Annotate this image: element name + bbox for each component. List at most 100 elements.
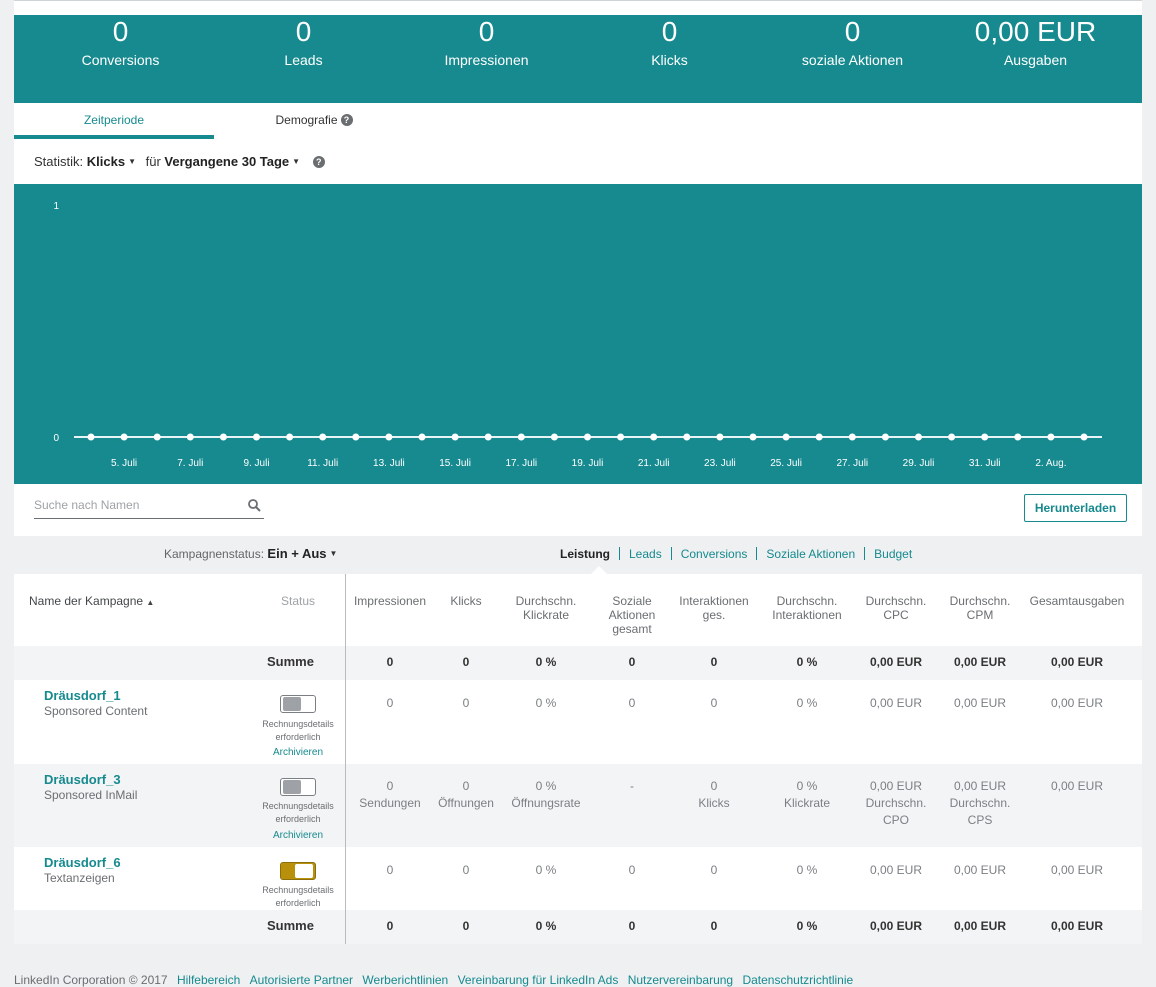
summe-gesamtausgaben: 0,00 EUR: [1050, 655, 1104, 669]
summe-klicks: 0: [462, 655, 470, 669]
cell-interaktionen: 0: [710, 696, 718, 710]
col-header-klicks[interactable]: Klicks: [450, 594, 482, 608]
data-point: [683, 433, 691, 441]
data-point: [1047, 433, 1055, 441]
caret-down-icon: ▼: [128, 157, 136, 166]
col-header-interaktionen[interactable]: Interaktionen ges.: [679, 594, 749, 622]
footer: LinkedIn Corporation © 2017 Hilfebereich…: [14, 973, 853, 987]
cell-impressionen: 0: [386, 696, 394, 710]
col-header-cpm[interactable]: Durchschn. CPM: [949, 594, 1011, 622]
metric-dropdown[interactable]: Klicks: [86, 154, 126, 169]
download-button[interactable]: Herunterladen: [1024, 494, 1127, 522]
cell-soziale-aktionen: -: [630, 779, 634, 793]
divider: [864, 547, 866, 560]
col-header-cpc[interactable]: Durchschn. CPC: [865, 594, 927, 622]
archive-link[interactable]: Archivieren: [272, 830, 324, 841]
footer-link-nutzervereinbarung[interactable]: Nutzervereinbarung: [627, 973, 734, 987]
footer-link-datenschutz[interactable]: Datenschutzrichtlinie: [742, 973, 854, 987]
tab-zeitperiode[interactable]: Zeitperiode: [14, 103, 214, 139]
kpi-value: 0: [295, 16, 312, 47]
search-input[interactable]: [34, 494, 234, 512]
footer-link-werberichtlinien[interactable]: Werberichtlinien: [362, 973, 449, 987]
campaign-toggle[interactable]: [280, 695, 316, 713]
billing-note: Rechnungsdetails erforderlich: [262, 719, 334, 742]
data-point: [120, 433, 128, 441]
footer-link-partner[interactable]: Autorisierte Partner: [249, 973, 354, 987]
campaign-toggle[interactable]: [280, 862, 316, 880]
cell-sublabel: Durchschn. CPO: [865, 796, 927, 827]
campaign-link[interactable]: Dräusdorf_1: [44, 688, 121, 703]
cell-durchschn-interaktionen: 0 %: [796, 863, 818, 877]
y-tick-label: 1: [53, 201, 59, 212]
cell-klickrate: 0 % Öffnungsrate: [506, 778, 586, 812]
view-budget[interactable]: Budget: [874, 547, 913, 561]
view-switcher: Leistung Leads Conversions Soziale Aktionen…: [560, 547, 912, 561]
caret-down-icon: ▼: [292, 157, 301, 166]
data-point: [253, 433, 260, 441]
kpi-label: Ausgaben: [1003, 52, 1068, 68]
kpi-value: 0: [844, 16, 861, 47]
cell-sublabel: Öffnungsrate: [511, 796, 581, 810]
summary-row: [14, 910, 1142, 944]
cell-value: 0: [710, 779, 718, 793]
campaign-toggle[interactable]: [280, 778, 316, 796]
kpi-value: 0,00 EUR: [974, 16, 1097, 47]
data-point: [517, 433, 525, 441]
cell-value: 0: [386, 779, 394, 793]
help-icon[interactable]: ?: [340, 114, 353, 126]
footer-link-hilfebereich[interactable]: Hilfebereich: [176, 973, 241, 987]
col-header-name[interactable]: Name der Kampagne ▲: [29, 594, 154, 610]
period-dropdown[interactable]: Vergangene 30 Tage: [164, 154, 290, 169]
cell-sublabel: Sendungen: [359, 796, 421, 810]
cell-klicks: 0: [462, 696, 470, 710]
kpi-label: Klicks: [651, 52, 688, 68]
archive-link[interactable]: Archivieren: [272, 747, 324, 758]
view-soziale-aktionen[interactable]: Soziale Aktionen: [766, 547, 856, 561]
data-point: [1014, 433, 1022, 441]
cell-soziale-aktionen: 0: [628, 696, 636, 710]
cell-gesamtausgaben: 0,00 EUR: [1050, 863, 1104, 877]
col-header-impressionen[interactable]: Impressionen: [353, 594, 427, 608]
campaign-link[interactable]: Dräusdorf_3: [44, 772, 121, 787]
x-tick-label: 27. Juli: [836, 458, 868, 469]
kampagnenstatus-filter[interactable]: Kampagnenstatus: Ein + Aus ▼: [164, 546, 343, 561]
kampagnenstatus-value: Ein + Aus: [267, 546, 327, 561]
cell-cpc: 0,00 EUR: [869, 696, 923, 710]
campaign-link[interactable]: Dräusdorf_6: [44, 855, 121, 870]
kpi-klicks: 0 Klicks: [578, 15, 761, 69]
col-header-klickrate[interactable]: Durchschn. Klickrate: [515, 594, 577, 622]
cell-sublabel: Klickrate: [783, 796, 830, 810]
campaign-type: Sponsored InMail: [44, 788, 138, 802]
summe-impressionen: 0: [386, 655, 394, 669]
data-point: [418, 433, 426, 441]
summe-soziale-aktionen: 0: [628, 919, 636, 933]
view-leistung[interactable]: Leistung: [560, 547, 610, 561]
summe-interaktionen: 0: [710, 655, 718, 669]
col-header-gesamtausgaben[interactable]: Gesamtausgaben: [1029, 594, 1125, 608]
cell-klickrate: 0 %: [535, 863, 557, 877]
x-tick-label: 29. Juli: [903, 458, 935, 469]
help-icon[interactable]: ?: [312, 156, 325, 168]
data-point: [948, 433, 956, 441]
kpi-label: Conversions: [81, 52, 160, 68]
cell-impressionen: 0: [386, 863, 394, 877]
summe-cpm: 0,00 EUR: [953, 655, 1007, 669]
view-leads[interactable]: Leads: [629, 547, 662, 561]
campaign-type: Textanzeigen: [44, 871, 115, 885]
kpi-value: 0: [661, 16, 678, 47]
search-icon[interactable]: [248, 499, 261, 517]
x-tick-label: 7. Juli: [177, 458, 203, 469]
data-point: [153, 433, 161, 441]
search-box: [34, 494, 264, 519]
col-header-durchschn-interaktionen[interactable]: Durchschn. Interaktionen: [772, 594, 842, 622]
tab-demografie[interactable]: Demografie?: [214, 103, 414, 139]
x-tick-label: 11. Juli: [307, 458, 338, 469]
cell-cpc: 0,00 EUR: [869, 863, 923, 877]
data-point: [815, 433, 823, 441]
footer-link-ads-vereinbarung[interactable]: Vereinbarung für LinkedIn Ads: [457, 973, 619, 987]
x-tick-label: 17. Juli: [505, 458, 537, 469]
data-point: [716, 433, 724, 441]
col-header-soziale-aktionen[interactable]: Soziale Aktionen gesamt: [608, 594, 656, 636]
data-point: [87, 433, 95, 441]
view-conversions[interactable]: Conversions: [680, 547, 748, 561]
